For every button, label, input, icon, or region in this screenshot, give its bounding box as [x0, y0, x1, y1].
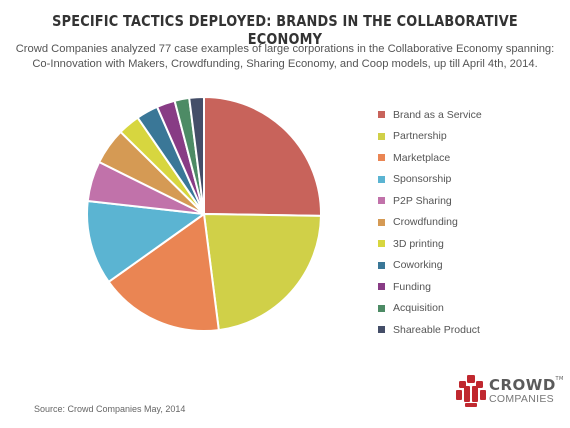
legend-swatch [378, 283, 385, 291]
legend-swatch [378, 240, 385, 248]
legend-label: Funding [393, 280, 431, 293]
legend-swatch [378, 154, 385, 162]
subtitle-line-1: Crowd Companies analyzed 77 case example… [15, 43, 555, 55]
legend-item-acquisition: Acquisition [378, 298, 482, 320]
legend-swatch [378, 111, 385, 119]
legend-item-funding: Funding [378, 276, 482, 298]
chart-subtitle: Crowd Companies analyzed 77 case example… [8, 42, 562, 71]
logo-trademark: TM [555, 375, 564, 382]
chart-title: SPECIFIC TACTICS DEPLOYED: BRANDS IN THE… [52, 12, 518, 48]
legend-swatch [378, 261, 385, 269]
legend-label: Partnership [393, 130, 447, 143]
legend-label: P2P Sharing [393, 194, 452, 207]
pie-slice-partnership [203, 213, 322, 332]
logo-subtext: COMPANIES [489, 392, 554, 405]
legend-swatch [378, 197, 385, 205]
legend-label: Brand as a Service [393, 108, 482, 121]
legend-item-sponsorship: Sponsorship [378, 169, 482, 191]
legend-item-3d-printing: 3D printing [378, 233, 482, 255]
legend-swatch [378, 304, 385, 312]
legend-label: 3D printing [393, 237, 444, 250]
logo-wordmark: CROWD TM [489, 375, 564, 394]
subtitle-line-2: Co-Innovation with Makers, Crowdfunding,… [32, 57, 538, 70]
legend: Brand as a Service Partnership Marketplace… [378, 104, 482, 341]
legend-swatch [378, 132, 385, 140]
legend-item-crowdfunding: Crowdfunding [378, 212, 482, 234]
legend-label: Shareable Product [393, 323, 480, 336]
pie-chart [86, 95, 322, 332]
pie-slice-marketplace [107, 213, 220, 332]
legend-item-p2p-sharing: P2P Sharing [378, 190, 482, 212]
legend-label: Sponsorship [393, 173, 452, 186]
legend-swatch [378, 326, 385, 334]
legend-swatch [378, 175, 385, 183]
legend-label: Coworking [393, 259, 443, 272]
legend-label: Crowdfunding [393, 216, 458, 229]
legend-item-coworking: Coworking [378, 255, 482, 277]
pie-slice-sponsorship [86, 200, 205, 283]
legend-item-partnership: Partnership [378, 126, 482, 148]
source-note: Source: Crowd Companies May, 2014 [34, 404, 186, 414]
legend-swatch [378, 218, 385, 226]
legend-item-brand-as-a-service: Brand as a Service [378, 104, 482, 126]
legend-label: Marketplace [393, 151, 451, 164]
legend-label: Acquisition [393, 302, 444, 315]
legend-item-shareable-product: Shareable Product [378, 319, 482, 341]
crowd-logo-icon [456, 375, 486, 407]
crowd-companies-logo: CROWD TM COMPANIES [456, 375, 564, 407]
pie-slice-shareable-product [188, 95, 205, 215]
legend-item-marketplace: Marketplace [378, 147, 482, 169]
pie-slice-brand-as-a-service [203, 96, 322, 217]
